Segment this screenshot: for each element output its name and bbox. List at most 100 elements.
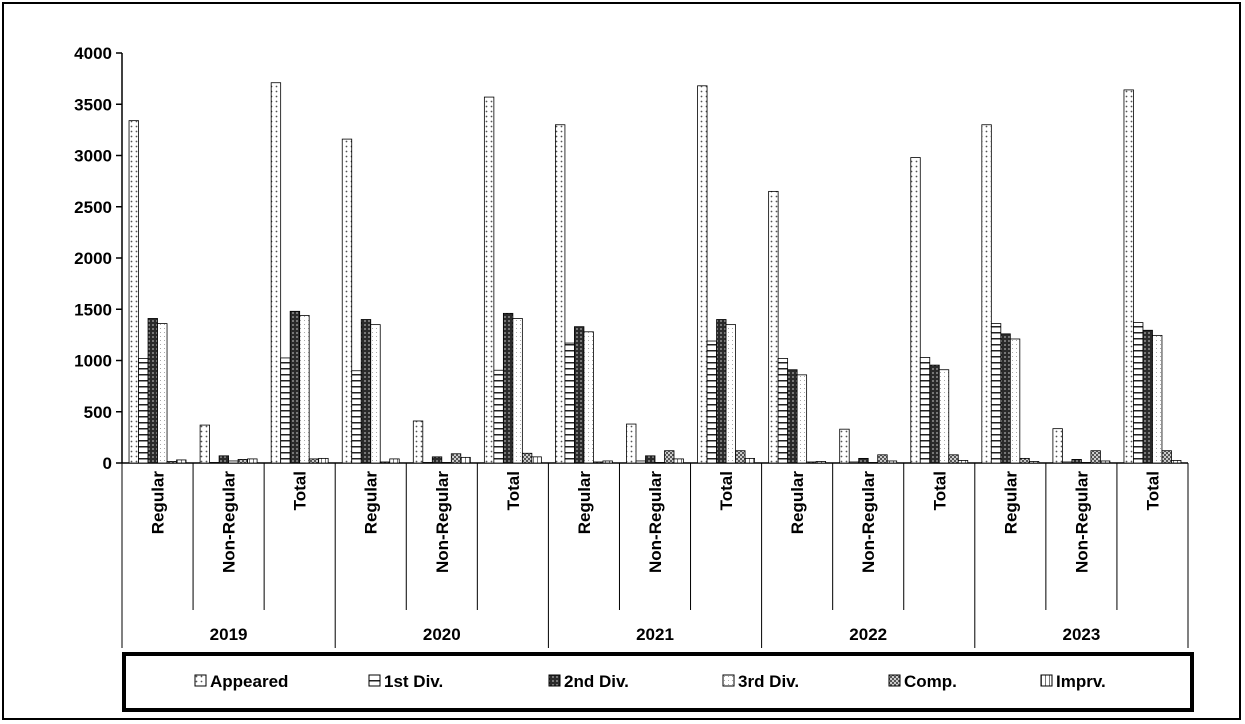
bar-1st-div-2023-total [1133,322,1144,464]
x-category-label: Regular [362,471,381,535]
bar-1st-div-2021-non-regular [635,460,646,464]
bar-2nd-div-2022-non-regular [858,457,869,464]
bar-1st-div-2021-total [706,340,717,464]
bar-comp-2021-total [735,450,746,464]
x-category-label: Non-Regular [859,471,878,573]
bar-1st-div-2019-total [280,357,291,464]
x-category-label: Regular [149,471,168,535]
bar-comp-2019-non-regular [237,459,249,464]
x-category-label: Total [1143,471,1162,510]
bar-appeared-2022-regular [768,190,779,464]
x-group-label: 2023 [1062,625,1100,644]
legend-swatch-3rd-div [722,674,735,687]
bar-comp-2022-total [948,454,959,464]
bar-appeared-2022-non-regular [839,428,850,464]
legend-label: 2nd Div. [564,672,629,691]
bar-2nd-div-2022-total [929,364,940,464]
bar-2nd-div-2020-non-regular [431,456,443,464]
bar-appeared-2021-non-regular [626,423,637,464]
bar-3rd-div-2020-regular [370,324,381,464]
bar-appeared-2020-total [483,96,495,464]
bar-comp-2020-non-regular [450,453,462,464]
bar-1st-div-2023-non-regular [1062,461,1073,464]
bar-comp-2022-regular [806,461,817,464]
bar-3rd-div-2019-regular [157,323,168,464]
bar-1st-div-2020-non-regular [422,462,433,464]
x-category-label: Regular [788,471,807,535]
y-tick-label: 0 [103,454,112,473]
y-tick-label: 4000 [74,44,112,63]
bar-3rd-div-2019-non-regular [228,460,239,464]
bar-3rd-div-2022-regular [796,374,808,464]
bar-comp-2019-regular [166,461,177,464]
x-group-label: 2020 [423,625,461,644]
bar-imprv-2022-regular [815,461,827,464]
x-category-label: Total [291,471,310,510]
bar-comp-2023-total [1161,450,1172,464]
bar-3rd-div-2021-total [725,324,736,464]
bar-1st-div-2020-regular [351,370,362,464]
bar-2nd-div-2023-total [1142,329,1153,464]
x-category-label: Regular [1001,471,1020,535]
legend-swatch-1st-div [368,674,381,687]
bar-3rd-div-2021-regular [583,331,594,464]
bar-2nd-div-2022-regular [787,369,798,464]
bar-1st-div-2019-regular [138,358,149,464]
bar-imprv-2020-total [531,456,542,464]
y-tick-label: 500 [84,403,112,422]
bar-appeared-2019-regular [128,120,139,464]
x-group-label: 2019 [210,625,248,644]
bar-appeared-2019-total [270,82,282,464]
bar-2nd-div-2021-regular [574,326,585,464]
bar-1st-div-2020-total [493,369,504,464]
bar-1st-div-2022-non-regular [848,461,860,464]
x-category-label: Total [504,471,523,510]
bar-imprv-2019-regular [176,459,187,464]
bar-comp-2019-total [308,458,320,464]
bar-2nd-div-2020-total [502,312,514,464]
bar-3rd-div-2023-regular [1009,338,1021,464]
bar-3rd-div-2020-non-regular [441,462,452,464]
legend-label: Appeared [210,672,288,691]
bar-imprv-2019-total [318,457,329,464]
bar-appeared-2023-non-regular [1052,428,1063,464]
bar-imprv-2019-non-regular [247,458,258,464]
bar-imprv-2021-regular [602,460,613,464]
bar-comp-2021-regular [593,461,604,464]
x-category-label: Non-Regular [220,471,239,573]
bar-3rd-div-2022-non-regular [867,462,879,464]
bar-2nd-div-2023-non-regular [1071,459,1082,464]
legend-swatch-comp [888,674,901,687]
bar-1st-div-2023-regular [990,323,1002,464]
bar-comp-2023-regular [1019,457,1030,464]
y-tick-label: 2000 [74,249,112,268]
x-category-label: Regular [575,471,594,535]
bar-comp-2020-regular [379,461,391,464]
bar-comp-2023-non-regular [1090,450,1101,464]
x-group-label: 2022 [849,625,887,644]
legend-swatch-2nd-div [548,674,561,687]
x-group-label: 2021 [636,625,674,644]
bar-appeared-2020-non-regular [412,420,424,464]
bar-imprv-2020-non-regular [460,456,471,464]
bar-appeared-2022-total [910,157,921,464]
legend-label: Imprv. [1056,672,1106,691]
x-category-label: Non-Regular [433,471,452,573]
bar-3rd-div-2020-total [512,318,523,464]
bar-imprv-2021-non-regular [673,458,684,464]
bar-1st-div-2019-non-regular [209,462,220,464]
legend-label: Comp. [904,672,957,691]
bar-comp-2021-non-regular [664,450,675,464]
bar-2nd-div-2021-non-regular [645,455,656,464]
y-tick-label: 1000 [74,352,112,371]
bar-imprv-2023-total [1171,460,1182,464]
bar-2nd-div-2020-regular [360,319,372,464]
bar-appeared-2020-regular [341,138,353,464]
x-category-label: Non-Regular [1072,471,1091,573]
bar-2nd-div-2019-regular [147,318,158,464]
y-tick-label: 3500 [74,95,112,114]
y-tick-label: 1500 [74,300,112,319]
bar-3rd-div-2023-non-regular [1081,462,1092,464]
